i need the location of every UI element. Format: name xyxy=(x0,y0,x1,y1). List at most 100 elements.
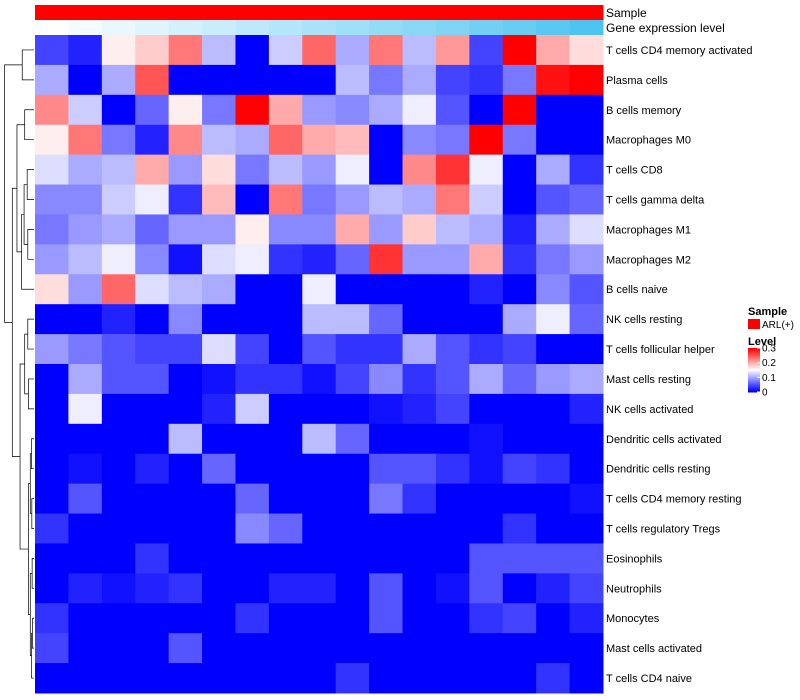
heatmap-cell xyxy=(302,364,337,395)
heatmap-cell xyxy=(302,543,337,574)
heatmap-cell xyxy=(502,364,537,395)
heatmap-cell xyxy=(369,35,404,66)
heatmap-cell xyxy=(268,64,303,96)
dendrogram-branch xyxy=(26,169,34,200)
heatmap-cell xyxy=(502,573,537,604)
legend-level-gradient xyxy=(748,371,760,373)
heatmap-cell xyxy=(101,663,136,694)
heatmap-cell xyxy=(235,244,270,275)
heatmap-cell xyxy=(101,364,136,395)
heatmap-cell xyxy=(68,423,103,455)
heatmap-cell xyxy=(101,603,136,634)
heatmap-cell xyxy=(536,35,571,66)
gene-expression-annotation-cell xyxy=(302,20,337,35)
heatmap-cell xyxy=(536,423,571,455)
heatmap-cell xyxy=(402,603,437,634)
heatmap-cell xyxy=(469,663,504,694)
row-label: Plasma cells xyxy=(606,75,668,87)
heatmap-cell xyxy=(35,64,69,96)
heatmap-cell xyxy=(268,304,303,335)
heatmap-cell xyxy=(369,483,404,515)
heatmap-cell xyxy=(435,393,470,425)
sample-annotation-cell xyxy=(302,5,337,20)
heatmap-cell xyxy=(35,184,69,215)
heatmap-cell xyxy=(202,334,236,365)
heatmap-cell xyxy=(402,364,437,395)
heatmap-cell xyxy=(268,184,303,215)
heatmap-cell xyxy=(202,244,236,275)
heatmap-cell xyxy=(469,64,504,96)
row-label: T cells follicular helper xyxy=(606,344,715,356)
heatmap-cell xyxy=(135,184,170,215)
heatmap-cell xyxy=(35,633,69,664)
heatmap-cell xyxy=(369,603,404,634)
dendrogram-branch xyxy=(28,378,34,410)
sample-annotation-cell xyxy=(135,5,170,20)
heatmap-cell xyxy=(435,603,470,634)
legend-level-gradient xyxy=(748,351,760,353)
heatmap-cell xyxy=(68,94,103,126)
sample-annotation-cell xyxy=(35,5,69,20)
row-label: Macrophages M0 xyxy=(606,135,691,147)
heatmap-cell xyxy=(202,304,236,335)
heatmap-cell xyxy=(68,633,103,664)
heatmap-cell xyxy=(335,184,370,215)
heatmap-cell xyxy=(35,154,69,186)
heatmap-cell xyxy=(569,573,604,604)
gene-expression-annotation-cell xyxy=(202,20,236,35)
heatmap-cell xyxy=(235,334,270,365)
sample-annotation-cell xyxy=(168,5,203,20)
heatmap-cell xyxy=(202,663,236,694)
heatmap-cell xyxy=(68,364,103,395)
heatmap-cell xyxy=(536,94,571,126)
heatmap-cell xyxy=(202,124,236,156)
heatmap-cell xyxy=(402,483,437,515)
heatmap-cell xyxy=(68,663,103,694)
row-label: T cells CD4 naive xyxy=(606,673,692,685)
heatmap-cell xyxy=(569,364,604,395)
heatmap-cell xyxy=(469,334,504,365)
heatmap-cell xyxy=(135,214,170,245)
heatmap-cell xyxy=(502,334,537,365)
heatmap-cell xyxy=(502,513,537,544)
heatmap-cell xyxy=(536,64,571,96)
dendrogram-branch xyxy=(24,109,34,141)
heatmap-cell xyxy=(369,633,404,664)
gene-expression-annotation-cell xyxy=(68,20,103,35)
heatmap-cell xyxy=(235,94,270,126)
heatmap-cell xyxy=(302,603,337,634)
heatmap-cell xyxy=(168,483,203,515)
heatmap-cell xyxy=(168,64,203,96)
heatmap-cell xyxy=(135,513,170,544)
legend-level-gradient xyxy=(748,361,760,363)
legend-level-gradient xyxy=(748,381,760,383)
heatmap-cell xyxy=(268,603,303,634)
heatmap-cell xyxy=(235,633,270,664)
gene-expression-annotation-cell xyxy=(536,20,571,35)
heatmap-cell xyxy=(101,124,136,156)
legend-level-gradient xyxy=(748,357,760,360)
legend-level-gradient xyxy=(748,387,760,390)
heatmap-cell xyxy=(569,453,604,485)
heatmap-cell xyxy=(402,423,437,455)
heatmap-cell xyxy=(202,214,236,245)
heatmap-cell xyxy=(402,513,437,544)
heatmap-cell xyxy=(202,513,236,544)
heatmap-cell xyxy=(101,304,136,335)
heatmap-cell xyxy=(502,663,537,694)
heatmap-cell xyxy=(168,274,203,305)
legend-level-gradient xyxy=(748,352,760,354)
legend-level-tick-label: 0.1 xyxy=(762,373,776,384)
heatmap-cell xyxy=(268,423,303,455)
legend-level-gradient xyxy=(748,359,760,361)
heatmap-cell xyxy=(302,453,337,485)
gene-expression-annotation-cell xyxy=(268,20,303,35)
heatmap-cell xyxy=(202,483,236,515)
heatmap-cell xyxy=(101,274,136,305)
legend-level-gradient xyxy=(748,354,760,357)
heatmap-cell xyxy=(536,453,571,485)
heatmap-cell xyxy=(469,154,504,186)
heatmap-cell xyxy=(536,543,571,574)
gene-expression-annotation-cell xyxy=(335,20,370,35)
